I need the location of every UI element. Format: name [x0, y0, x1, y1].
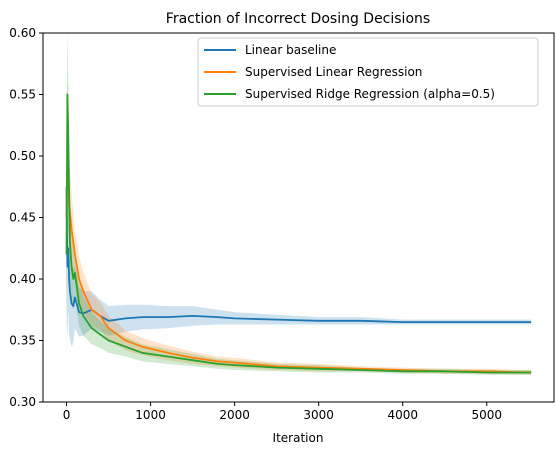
x-tick-label: 2000 — [219, 408, 250, 422]
x-axis-ticks: 0 1000 2000 3000 4000 5000 — [63, 402, 502, 422]
y-tick-label: 0.55 — [9, 88, 36, 102]
y-tick-label: 0.30 — [9, 395, 36, 409]
band-linear-baseline — [66, 88, 532, 347]
legend-label-supervised-linear: Supervised Linear Regression — [245, 65, 422, 79]
line-supervised-ridge-regression-alpha-0-5 — [65, 93, 532, 374]
y-axis-ticks: 0.30 0.35 0.40 0.45 0.50 0.55 0.60 — [9, 26, 43, 409]
x-tick-label: 4000 — [387, 408, 418, 422]
x-axis-label: Iteration — [273, 431, 324, 445]
x-tick-label: 1000 — [135, 408, 166, 422]
y-tick-label: 0.40 — [9, 272, 36, 286]
x-tick-label: 0 — [63, 408, 71, 422]
series-lines — [65, 93, 532, 374]
x-tick-label: 5000 — [471, 408, 502, 422]
chart-title: Fraction of Incorrect Dosing Decisions — [166, 11, 430, 27]
y-tick-label: 0.35 — [9, 334, 36, 348]
plot-frame — [42, 32, 555, 403]
legend-label-supervised-ridge: Supervised Ridge Regression (alpha=0.5) — [245, 87, 495, 101]
line-linear-baseline — [65, 186, 532, 324]
y-tick-label: 0.60 — [9, 26, 36, 40]
legend-box — [197, 37, 539, 107]
legend: Linear baseline Supervised Linear Regres… — [197, 37, 539, 107]
y-tick-label: 0.45 — [9, 211, 36, 225]
band-supervised-linear-regression — [66, 82, 532, 375]
y-tick-label: 0.50 — [9, 149, 36, 163]
legend-label-linear-baseline: Linear baseline — [245, 43, 336, 57]
x-tick-label: 3000 — [303, 408, 334, 422]
